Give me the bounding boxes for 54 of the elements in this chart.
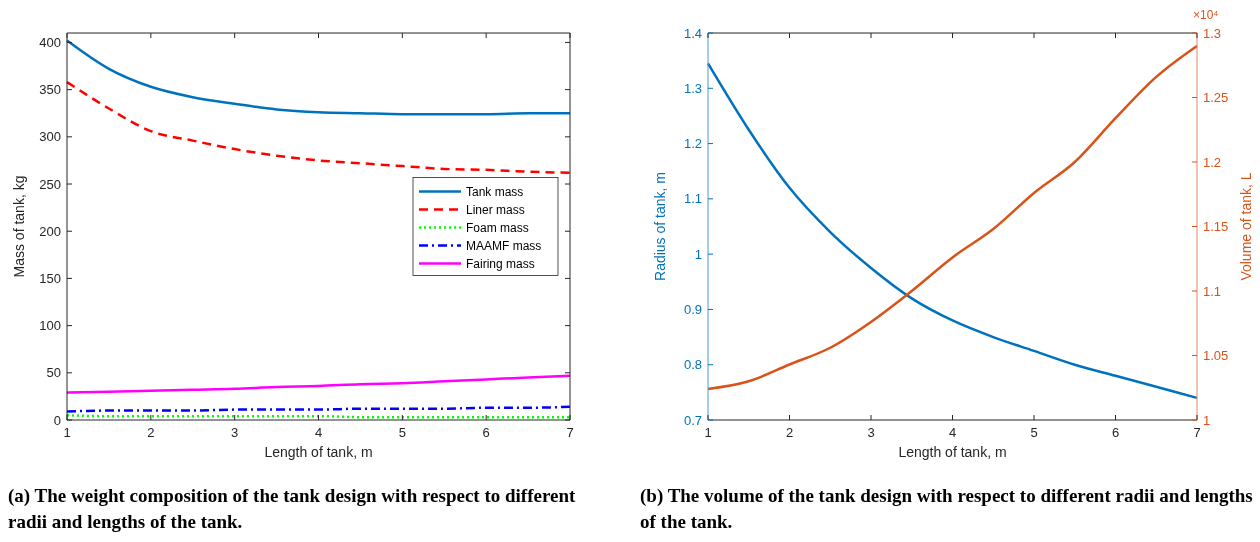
y2-tick-label: 1.2 bbox=[1203, 154, 1222, 170]
y-tick-label: 100 bbox=[39, 318, 61, 334]
x-axis-title: Length of tank, m bbox=[264, 444, 373, 460]
x-tick-label: 2 bbox=[785, 425, 794, 440]
y-tick-label: 200 bbox=[39, 223, 61, 239]
legend-label: Foam mass bbox=[466, 220, 529, 235]
y2-tick-label: 1.25 bbox=[1203, 90, 1229, 106]
x-tick-label: 1 bbox=[63, 425, 71, 440]
text: ×10⁴ bbox=[1193, 8, 1219, 22]
x-tick-label: 6 bbox=[482, 425, 490, 440]
y-tick-label: 0.7 bbox=[683, 412, 702, 428]
legend-label: Fairing mass bbox=[466, 256, 535, 271]
x-tick-label: 5 bbox=[1030, 425, 1038, 440]
y2-axis-title: Volume of tank, L bbox=[1238, 172, 1254, 281]
y-tick-label: 1 bbox=[694, 246, 702, 262]
legend-label: MAAMF mass bbox=[466, 238, 542, 253]
text: (a) The weight composition of the tank design with respect to different radii and lengths of the tank. bbox=[8, 485, 577, 532]
y-tick-label: 0.9 bbox=[683, 301, 702, 317]
x-tick-label: 5 bbox=[398, 425, 406, 440]
x-tick-label: 4 bbox=[314, 425, 323, 440]
y-tick-label: 1.4 bbox=[683, 25, 702, 41]
y-tick-label: 150 bbox=[39, 270, 61, 286]
line-series bbox=[65, 374, 572, 394]
y-tick-label: 50 bbox=[46, 365, 61, 381]
legend-label: Tank mass bbox=[466, 184, 524, 199]
y-tick-label: 1.3 bbox=[683, 80, 702, 96]
y-tick-label: 1.2 bbox=[683, 136, 702, 152]
x-tick-label: 7 bbox=[566, 425, 574, 440]
y-tick-label: 1.1 bbox=[683, 191, 702, 207]
text: (b) The volume of the tank design with respect to different radii and lengths of the tank. bbox=[640, 485, 1253, 532]
y-tick-label: 0 bbox=[53, 412, 61, 428]
y-tick-label: 350 bbox=[39, 82, 61, 98]
y2-tick-label: 1.3 bbox=[1203, 25, 1222, 41]
x-tick-label: 3 bbox=[867, 425, 875, 440]
y-axis-title: Mass of tank, kg bbox=[11, 175, 27, 278]
y2-tick-label: 1.15 bbox=[1203, 219, 1229, 235]
x-tick-label: 3 bbox=[231, 425, 239, 440]
y2-tick-label: 1.1 bbox=[1203, 283, 1222, 299]
line-series bbox=[65, 80, 572, 174]
y-axis-title: Radius of tank, m bbox=[652, 172, 668, 281]
x-tick-label: 2 bbox=[147, 425, 155, 440]
y-tick-label: 400 bbox=[39, 34, 61, 50]
y-tick-label: 300 bbox=[39, 129, 61, 145]
legend-label: Liner mass bbox=[466, 202, 525, 217]
x-axis-title: Length of tank, m bbox=[898, 444, 1007, 460]
y2-tick-label: 1 bbox=[1203, 412, 1211, 428]
y-tick-label: 250 bbox=[39, 176, 61, 192]
x-tick-label: 6 bbox=[1111, 425, 1120, 440]
y-tick-label: 0.8 bbox=[683, 357, 702, 373]
line-series bbox=[65, 39, 572, 116]
x-tick-label: 4 bbox=[948, 425, 957, 440]
x-tick-label: 7 bbox=[1193, 425, 1201, 440]
y2-tick-label: 1.05 bbox=[1203, 348, 1229, 364]
x-tick-label: 1 bbox=[704, 425, 712, 440]
